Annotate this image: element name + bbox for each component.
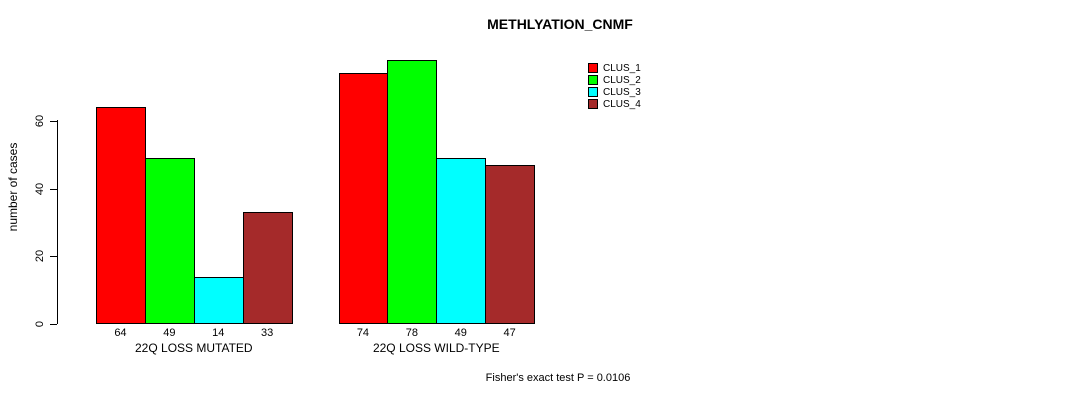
bar-clus_3-group2 <box>436 158 487 324</box>
y-tick-label: 40 <box>34 182 46 195</box>
y-tick-mark <box>50 256 57 258</box>
annotation-text: Fisher's exact test P = 0.0106 <box>485 372 631 384</box>
y-axis-line <box>57 120 58 324</box>
bar-value-label: 47 <box>503 327 516 339</box>
bar-value-label: 74 <box>356 327 370 339</box>
bar-value-label: 64 <box>114 327 127 339</box>
legend: CLUS_1 CLUS_2 CLUS_3 CLUS_4 <box>588 62 641 110</box>
legend-label: CLUS_3 <box>603 86 641 98</box>
bar-value-label: 33 <box>261 327 274 339</box>
y-tick-mark <box>50 188 57 190</box>
legend-swatch-clus_2 <box>588 75 598 85</box>
bar-value-label: 49 <box>163 327 176 339</box>
legend-row: CLUS_4 <box>588 98 641 110</box>
y-tick-mark <box>50 120 57 122</box>
y-axis-title: number of cases <box>6 142 20 232</box>
y-tick-mark <box>50 324 57 325</box>
bar-value-label: 49 <box>454 327 467 339</box>
bar-clus_1-group2 <box>338 73 389 324</box>
legend-swatch-clus_3 <box>588 87 598 97</box>
bar-value-label: 78 <box>405 327 418 339</box>
y-tick-label: 20 <box>34 250 46 263</box>
bar-clus_4-group1 <box>242 212 293 324</box>
legend-label: CLUS_2 <box>603 74 641 86</box>
bar-clus_3-group1 <box>193 276 244 324</box>
bar-value-label: 14 <box>212 327 225 339</box>
group-label: 22Q LOSS MUTATED <box>135 341 253 355</box>
bar-clus_1-group1 <box>96 107 146 324</box>
bar-clus_4-group2 <box>485 164 536 324</box>
y-tick-label: 0 <box>34 320 46 328</box>
legend-label: CLUS_1 <box>603 62 641 74</box>
legend-label: CLUS_4 <box>603 98 641 110</box>
bar-clus_2-group2 <box>387 59 438 324</box>
legend-swatch-clus_1 <box>588 63 598 73</box>
legend-row: CLUS_1 <box>588 62 641 74</box>
y-tick-label: 60 <box>34 114 46 127</box>
bar-clus_2-group1 <box>144 158 195 324</box>
legend-row: CLUS_3 <box>588 86 641 98</box>
group-label: 22Q LOSS WILD-TYPE <box>372 341 500 355</box>
legend-row: CLUS_2 <box>588 74 641 86</box>
chart-title: METHLYATION_CNMF <box>487 16 633 32</box>
legend-swatch-clus_4 <box>588 99 598 109</box>
